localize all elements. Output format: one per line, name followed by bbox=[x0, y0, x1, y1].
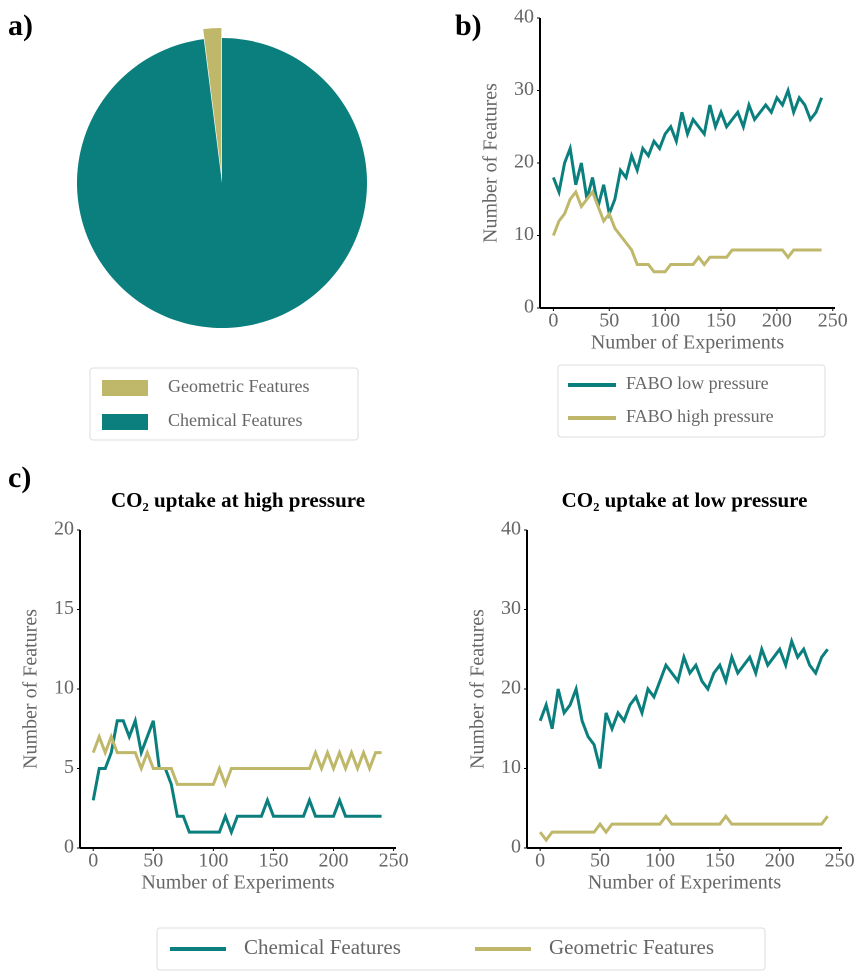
x-tick-label: 150 bbox=[706, 310, 736, 332]
x-tick-label: 100 bbox=[198, 850, 228, 872]
y-tick-label: 30 bbox=[514, 78, 534, 100]
x-tick-label: 0 bbox=[535, 850, 545, 872]
x-tick-label: 100 bbox=[650, 310, 680, 332]
panel-label: c) bbox=[8, 461, 31, 494]
x-tick-label: 150 bbox=[705, 850, 735, 872]
line-series bbox=[552, 188, 822, 274]
legend-swatch bbox=[102, 380, 148, 396]
y-tick-label: 0 bbox=[64, 836, 74, 858]
line-series bbox=[91, 715, 382, 837]
chart-title: CO₂ uptake at high pressure bbox=[111, 488, 365, 512]
legend-label: Geometric Features bbox=[168, 376, 309, 396]
y-tick-label: 10 bbox=[501, 756, 521, 778]
legend-box bbox=[89, 367, 359, 441]
y-tick-label: 5 bbox=[64, 756, 74, 778]
panel-label: b) bbox=[455, 9, 482, 42]
pie-slice bbox=[203, 28, 222, 174]
chart-title: CO₂ uptake at low pressure bbox=[562, 488, 808, 512]
y-tick-label: 10 bbox=[54, 677, 74, 699]
x-tick-label: 150 bbox=[258, 850, 288, 872]
legend-label: Geometric Features bbox=[549, 935, 714, 959]
y-tick-label: 0 bbox=[511, 836, 521, 858]
legend-label: Chemical Features bbox=[168, 410, 302, 430]
y-tick-label: 40 bbox=[514, 6, 534, 28]
x-tick-label: 50 bbox=[599, 310, 619, 332]
panel-label: a) bbox=[8, 9, 33, 42]
x-tick-label: 250 bbox=[818, 310, 848, 332]
x-axis-label: Number of Experiments bbox=[591, 332, 784, 354]
x-tick-label: 250 bbox=[379, 850, 409, 872]
y-tick-label: 20 bbox=[514, 151, 534, 173]
x-tick-label: 250 bbox=[825, 850, 855, 872]
legend-box bbox=[557, 364, 826, 438]
x-tick-label: 50 bbox=[143, 850, 163, 872]
legend-label: FABO high pressure bbox=[626, 406, 774, 426]
line-series bbox=[91, 732, 382, 789]
y-tick-label: 10 bbox=[514, 223, 534, 245]
y-tick-label: 15 bbox=[54, 597, 74, 619]
x-tick-label: 200 bbox=[765, 850, 795, 872]
legend-label: FABO low pressure bbox=[626, 373, 769, 393]
y-tick-label: 30 bbox=[501, 597, 521, 619]
y-axis-label: Number of Features bbox=[20, 609, 42, 769]
x-tick-label: 200 bbox=[319, 850, 349, 872]
y-tick-label: 0 bbox=[524, 296, 534, 318]
y-axis-label: Number of Features bbox=[467, 609, 489, 769]
y-tick-label: 20 bbox=[54, 518, 74, 540]
legend-label: Chemical Features bbox=[244, 935, 401, 959]
line-series bbox=[538, 636, 829, 769]
x-tick-label: 0 bbox=[548, 310, 558, 332]
x-tick-label: 200 bbox=[762, 310, 792, 332]
legend-swatch bbox=[102, 414, 148, 430]
x-tick-label: 50 bbox=[590, 850, 610, 872]
y-tick-label: 20 bbox=[501, 677, 521, 699]
x-tick-label: 100 bbox=[645, 850, 675, 872]
x-axis-label: Number of Experiments bbox=[588, 872, 781, 894]
y-tick-label: 40 bbox=[501, 518, 521, 540]
x-tick-label: 0 bbox=[88, 850, 98, 872]
y-axis-label: Number of Features bbox=[480, 83, 502, 243]
line-series bbox=[538, 813, 829, 843]
legend-box bbox=[156, 927, 766, 971]
x-axis-label: Number of Experiments bbox=[141, 872, 334, 894]
pie-slice bbox=[76, 38, 368, 328]
